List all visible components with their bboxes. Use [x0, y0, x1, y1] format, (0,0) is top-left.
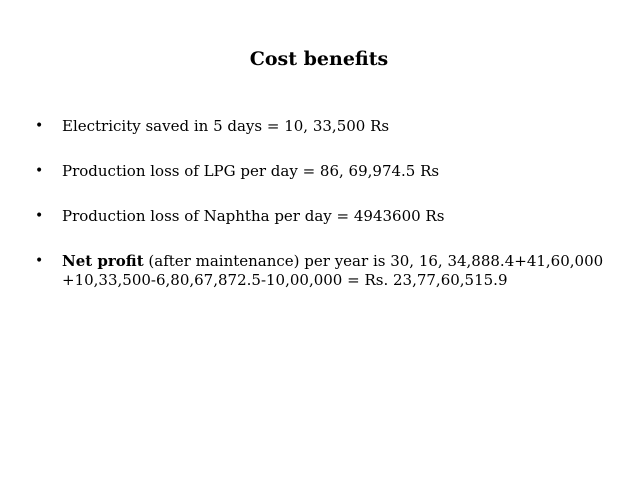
- bullet-icon: •: [35, 118, 44, 134]
- bullet-text: Production loss of Naphtha per day = 494…: [62, 207, 445, 225]
- bullet-text: Electricity saved in 5 days = 10, 33,500…: [62, 117, 390, 135]
- bullet-text: Production loss of LPG per day = 86, 69,…: [62, 162, 440, 180]
- bullet-list: • Electricity saved in 5 days = 10, 33,5…: [35, 117, 605, 290]
- bullet-text: (after maintenance) per year is 30, 16, …: [62, 252, 604, 289]
- slide-title: Cost benefits: [249, 48, 389, 70]
- bullet-item-naphtha-loss: • Production loss of Naphtha per day = 4…: [35, 207, 605, 226]
- bullet-icon: •: [35, 208, 44, 224]
- bullet-item-net-profit: • Net profit (after maintenance) per yea…: [35, 252, 605, 290]
- bullet-item-electricity: • Electricity saved in 5 days = 10, 33,5…: [35, 117, 605, 136]
- bullet-item-lpg-loss: • Production loss of LPG per day = 86, 6…: [35, 162, 605, 181]
- net-profit-label: Net profit: [62, 252, 144, 270]
- bullet-icon: •: [35, 253, 44, 269]
- bullet-icon: •: [35, 163, 44, 179]
